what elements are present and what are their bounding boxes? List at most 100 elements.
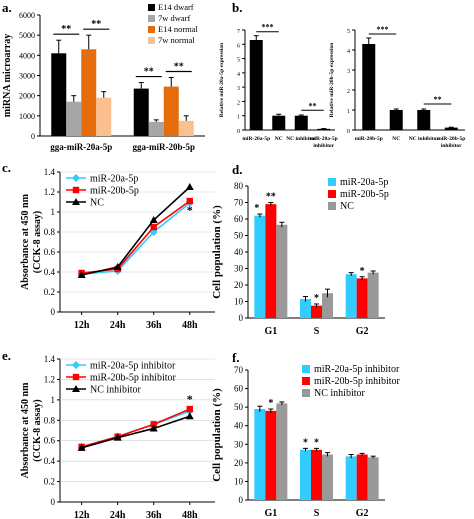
legend-swatch [302,365,310,373]
x-tick-label: gga-miR-20a-5p [50,142,112,152]
bar-2-0 [362,44,376,130]
legend-swatch [328,178,336,186]
y-tick-label: 0.2 [44,477,55,487]
y-tick-label: 1 [51,395,56,405]
x-tick-label: miR-20b-5p [355,136,383,142]
y-tick-label: 0 [237,129,240,135]
y-tick-label: 1000 [19,112,35,121]
legend-swatch [328,190,336,198]
data-point [77,271,86,278]
legend-label: miR-20b-5p [340,189,389,200]
panel-label: f. [232,350,240,365]
panel-label: a. [2,0,12,15]
y-tick-label: 3 [347,69,350,75]
x-tick-label: NC inhibitor [286,136,317,142]
y-tick-label: 0.2 [44,287,55,297]
data-point [77,443,86,451]
legend-label: miR-20a-5p [340,177,388,188]
legend-label: NC inhibitor [90,385,142,396]
bar-0-3 [96,97,112,136]
legend-swatch [148,37,155,44]
significance-star: * [254,203,259,214]
panel-label: c. [2,160,11,175]
legend-swatch [148,15,155,22]
bar-0-0 [51,53,67,136]
legend-label: 7w dwarf [158,13,191,23]
significance-star: ** [266,192,276,203]
bar-0-2 [81,49,97,136]
bar-d-2-2 [367,272,379,318]
y-tick-label: 40 [234,421,244,431]
y-tick-label: 5000 [19,31,35,40]
y-axis-label: Relative miR-20a-5p expression [219,43,225,117]
bar-d-1-1 [311,305,322,318]
legend-marker [72,186,80,194]
bar-d-1-2 [322,293,333,318]
x-tick-label: miR-20a-5p [242,136,270,142]
bar-2-2 [417,110,431,130]
x-tick-label: 48h [182,510,198,519]
x-tick-label: S [314,326,320,337]
legend-swatch [302,389,310,397]
bar-f-1-0 [300,449,311,500]
bar-f-2-0 [345,456,357,500]
x-tick-label: G2 [356,326,369,337]
x-tick-label: miR-20a-5p [310,136,338,142]
data-point [186,405,193,413]
data-point [186,197,193,205]
y-tick-label: 1.2 [44,374,55,384]
x-tick-label: 36h [146,510,162,519]
legend-label: 7w normal [158,35,195,45]
x-tick-label: miR-20b-5p [437,136,465,142]
bar-1-3 [317,128,331,130]
data-point [149,216,158,223]
y-tick-label: 0.6 [44,436,56,446]
y-tick-label: 1 [237,115,240,121]
legend-label: E14 normal [158,24,199,34]
significance-star: * [187,392,193,406]
data-point [113,433,122,441]
y-tick-label: 40 [234,247,244,257]
y-tick-label: 0.8 [44,227,56,237]
y-tick-label: 50 [234,402,244,412]
legend-marker [72,373,80,381]
y-tick-label: 20 [234,458,244,468]
y-tick-label: 0.4 [44,267,56,277]
y-tick-label: 0 [51,307,56,317]
x-tick-label: 12h [74,510,90,519]
data-point [150,421,157,428]
bar-d-1-0 [300,299,311,318]
panel-label: e. [2,348,11,363]
panel-label: b. [232,0,242,15]
y-axis-label: Absorbance at 450 nm [20,193,31,290]
significance-bracket-stars: ** [144,67,154,78]
y-tick-label: 2 [347,89,350,95]
x-tick-label: 12h [74,320,90,331]
data-point [113,263,122,270]
legend-swatch [328,202,336,210]
bar-f-2-1 [356,454,368,500]
significance-stars: *** [377,25,389,34]
y-tick-label: 3000 [19,72,35,81]
y-tick-label: 10 [234,476,244,486]
y-tick-label: 0.4 [44,456,56,466]
y-tick-label: 6 [237,43,240,49]
x-tick-label: 24h [110,320,126,331]
y-tick-label: 2000 [19,92,35,101]
bar-1-1 [148,121,164,136]
y-axis-label: Absorbance at 450 nm [20,382,31,479]
x-tick-label: inhibitor [441,143,462,149]
data-point [185,412,194,420]
series-line-c-0 [81,202,191,275]
x-tick-label: G1 [264,326,277,337]
legend-label: miR-20a-5p inhibitor [314,364,400,375]
bar-1-0 [249,40,263,130]
y-tick-label: 10 [234,297,244,307]
y-tick-label: 0 [51,497,56,507]
bar-d-0-2 [276,224,288,318]
bar-f-0-0 [254,409,266,500]
legend-label: miR-20b-5p [90,186,139,197]
y-axis-label-sub: (CCK-8 assay) [32,399,43,462]
y-tick-label: 0 [31,132,35,141]
y-tick-label: 4 [237,72,240,78]
